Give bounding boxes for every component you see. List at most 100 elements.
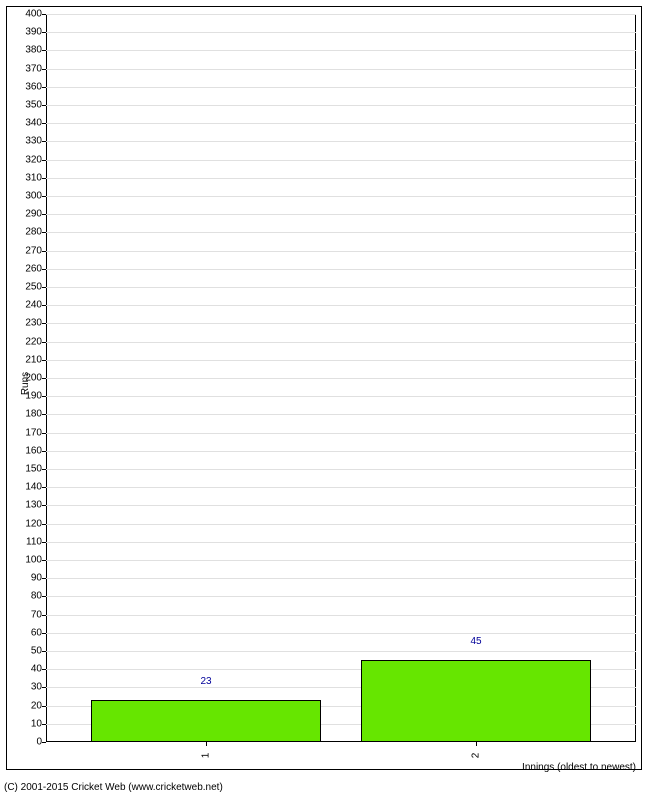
gridline	[46, 87, 636, 88]
y-tick-label: 60	[31, 627, 42, 638]
y-tick-label: 270	[25, 245, 42, 256]
y-tick-label: 160	[25, 445, 42, 456]
y-tick-label: 70	[31, 609, 42, 620]
y-tick-mark	[42, 524, 46, 525]
x-tick-mark	[206, 742, 207, 746]
x-tick-label: 2	[471, 753, 482, 759]
y-tick-label: 10	[31, 718, 42, 729]
y-tick-mark	[42, 651, 46, 652]
y-tick-mark	[42, 160, 46, 161]
gridline	[46, 451, 636, 452]
gridline	[46, 487, 636, 488]
y-tick-mark	[42, 287, 46, 288]
y-tick-mark	[42, 633, 46, 634]
y-tick-label: 50	[31, 646, 42, 657]
y-tick-mark	[42, 50, 46, 51]
gridline	[46, 305, 636, 306]
gridline	[46, 50, 636, 51]
y-tick-mark	[42, 251, 46, 252]
y-axis-title: Runs	[20, 372, 31, 395]
y-tick-label: 30	[31, 682, 42, 693]
gridline	[46, 469, 636, 470]
y-tick-mark	[42, 360, 46, 361]
y-tick-label: 310	[25, 172, 42, 183]
y-tick-label: 230	[25, 318, 42, 329]
y-tick-label: 290	[25, 209, 42, 220]
y-tick-mark	[42, 596, 46, 597]
gridline	[46, 342, 636, 343]
y-tick-mark	[42, 232, 46, 233]
gridline	[46, 414, 636, 415]
gridline	[46, 251, 636, 252]
y-tick-mark	[42, 123, 46, 124]
bar	[91, 700, 321, 742]
y-tick-label: 40	[31, 664, 42, 675]
gridline	[46, 378, 636, 379]
y-tick-mark	[42, 451, 46, 452]
y-tick-mark	[42, 669, 46, 670]
x-tick-mark	[476, 742, 477, 746]
y-tick-label: 0	[36, 737, 42, 748]
y-tick-label: 90	[31, 573, 42, 584]
x-tick-label: 1	[201, 753, 212, 759]
y-tick-label: 360	[25, 81, 42, 92]
gridline	[46, 287, 636, 288]
y-tick-label: 110	[26, 536, 42, 547]
y-tick-mark	[42, 505, 46, 506]
gridline	[46, 232, 636, 233]
y-tick-label: 120	[25, 518, 42, 529]
gridline	[46, 141, 636, 142]
bar-value-label: 23	[200, 676, 211, 687]
gridline	[46, 105, 636, 106]
y-tick-label: 170	[25, 427, 42, 438]
x-axis-title: Innings (oldest to newest)	[522, 762, 636, 773]
y-tick-label: 100	[25, 555, 42, 566]
y-tick-label: 180	[25, 409, 42, 420]
gridline	[46, 596, 636, 597]
bar-value-label: 45	[470, 636, 481, 647]
y-tick-label: 280	[25, 227, 42, 238]
gridline	[46, 160, 636, 161]
y-tick-label: 390	[25, 27, 42, 38]
copyright-text: (C) 2001-2015 Cricket Web (www.cricketwe…	[4, 782, 223, 793]
gridline	[46, 269, 636, 270]
y-tick-label: 350	[25, 100, 42, 111]
y-tick-label: 20	[31, 700, 42, 711]
chart-container: 0102030405060708090100110120130140150160…	[0, 0, 650, 800]
y-tick-mark	[42, 742, 46, 743]
y-tick-mark	[42, 487, 46, 488]
y-tick-mark	[42, 706, 46, 707]
y-tick-label: 370	[25, 63, 42, 74]
y-tick-label: 330	[25, 136, 42, 147]
gridline	[46, 214, 636, 215]
gridline	[46, 505, 636, 506]
gridline	[46, 32, 636, 33]
y-tick-mark	[42, 687, 46, 688]
y-tick-label: 220	[25, 336, 42, 347]
gridline	[46, 633, 636, 634]
y-tick-mark	[42, 87, 46, 88]
y-tick-label: 300	[25, 191, 42, 202]
y-tick-label: 130	[25, 500, 42, 511]
y-tick-mark	[42, 69, 46, 70]
y-tick-mark	[42, 724, 46, 725]
y-tick-mark	[42, 105, 46, 106]
gridline	[46, 651, 636, 652]
gridline	[46, 323, 636, 324]
y-tick-mark	[42, 141, 46, 142]
y-tick-mark	[42, 433, 46, 434]
y-tick-mark	[42, 196, 46, 197]
y-tick-label: 380	[25, 45, 42, 56]
y-tick-label: 340	[25, 118, 42, 129]
gridline	[46, 433, 636, 434]
bar	[361, 660, 591, 742]
y-tick-mark	[42, 560, 46, 561]
y-tick-label: 140	[25, 482, 42, 493]
y-tick-mark	[42, 214, 46, 215]
y-tick-label: 80	[31, 591, 42, 602]
gridline	[46, 396, 636, 397]
y-tick-mark	[42, 396, 46, 397]
y-tick-mark	[42, 269, 46, 270]
y-tick-mark	[42, 14, 46, 15]
gridline	[46, 360, 636, 361]
